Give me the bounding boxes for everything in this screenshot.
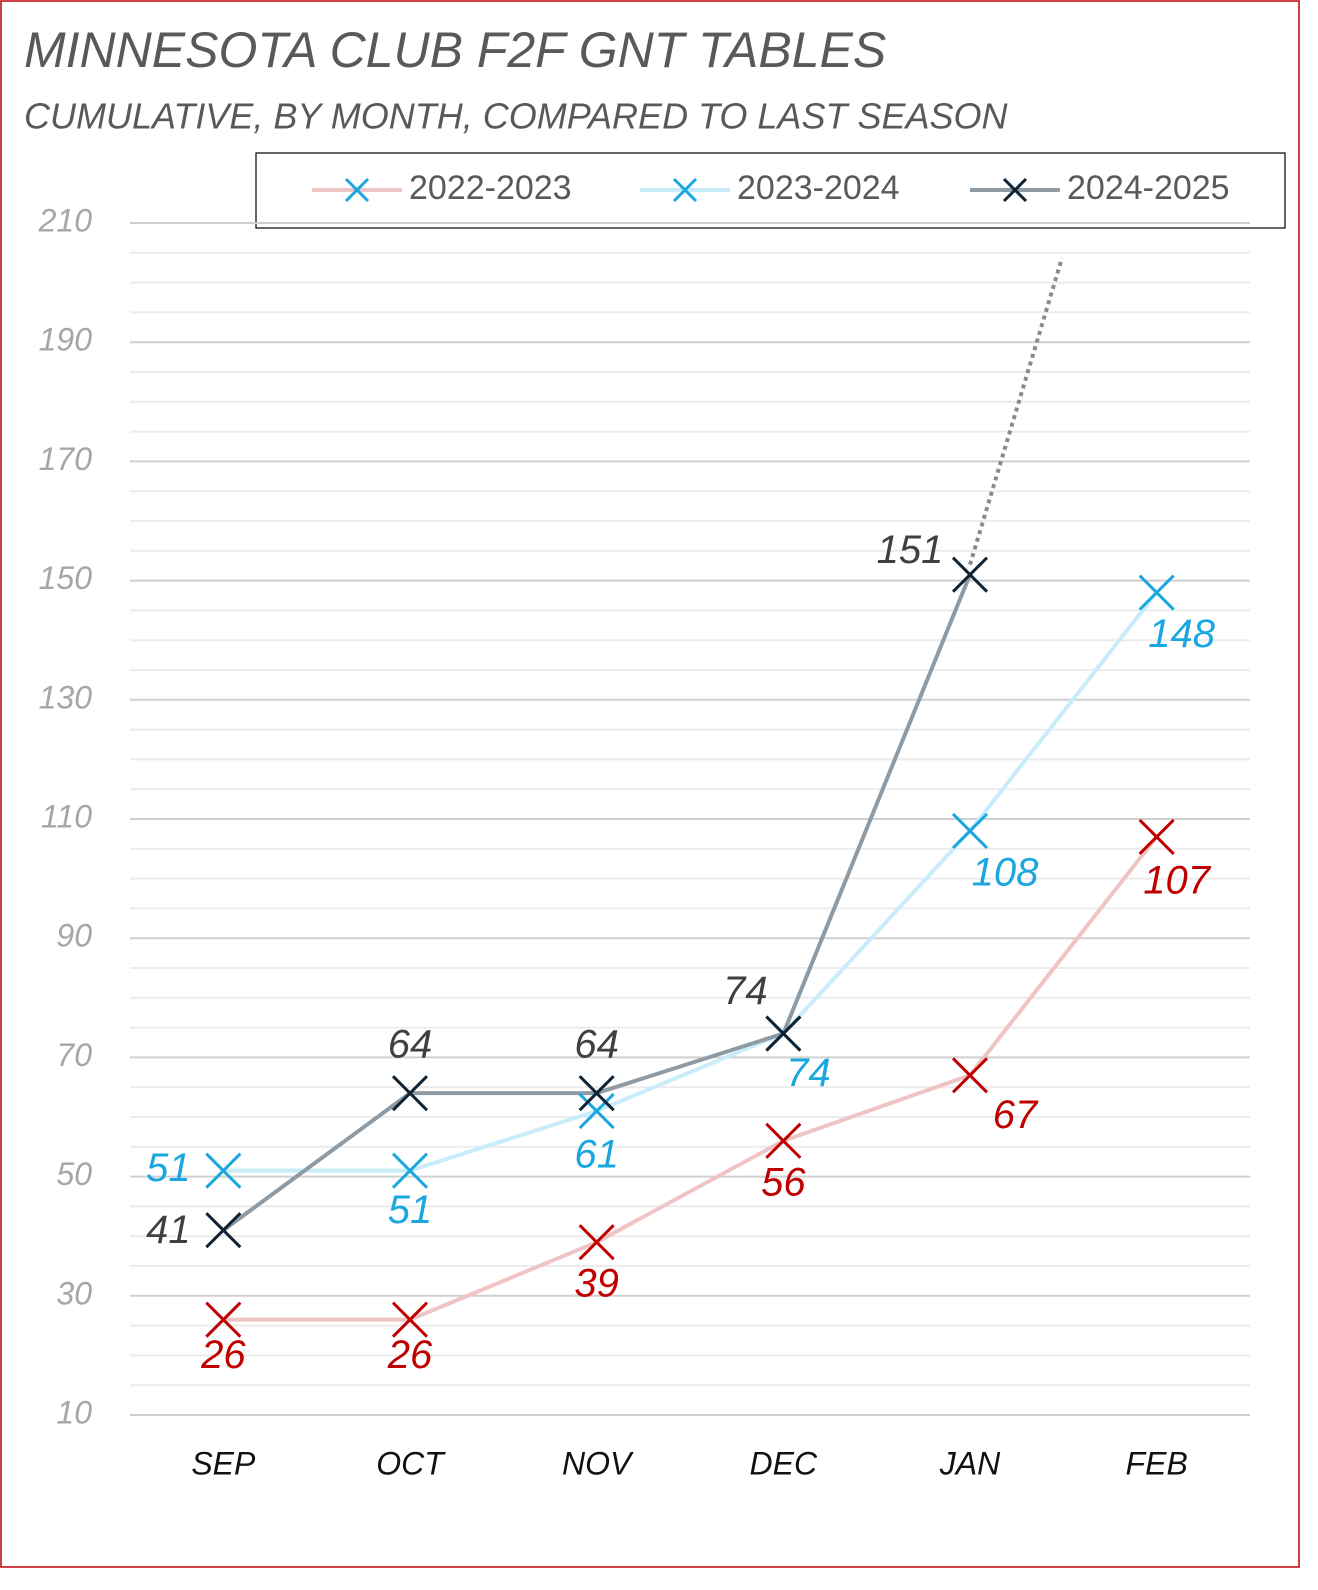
x-tick-label: NOV [562, 1445, 634, 1481]
data-marker [578, 1075, 615, 1112]
series-line [223, 835, 1159, 1322]
data-label: 26 [387, 1333, 433, 1377]
y-tick-label: 170 [39, 441, 93, 477]
legend-marker [344, 177, 370, 203]
data-marker [1138, 818, 1175, 855]
x-tick-label: FEB [1126, 1445, 1188, 1481]
data-marker [391, 1301, 429, 1338]
x-tick-label: JAN [939, 1445, 1001, 1481]
data-marker [391, 1152, 429, 1189]
x-tick-label: DEC [750, 1445, 818, 1481]
y-tick-label: 210 [38, 202, 93, 238]
x-tick-label: OCT [376, 1445, 446, 1481]
data-label: 26 [200, 1333, 246, 1377]
y-tick-label: 30 [56, 1275, 92, 1311]
data-marker [205, 1152, 242, 1189]
x-tick-label: SEP [191, 1445, 256, 1481]
data-marker [765, 1122, 802, 1159]
data-label: 74 [723, 969, 768, 1013]
data-marker [205, 1301, 242, 1338]
y-tick-label: 70 [56, 1037, 92, 1073]
legend-box [255, 152, 1286, 229]
data-marker [951, 812, 989, 849]
series-line [223, 591, 1159, 1173]
trendline [968, 257, 1064, 566]
legend-marker [1002, 177, 1028, 203]
legend-label: 2023-2024 [737, 169, 900, 207]
data-marker [765, 1015, 802, 1052]
data-marker [1138, 574, 1175, 611]
data-label: 41 [146, 1208, 191, 1252]
data-label: 151 [877, 528, 944, 572]
y-tick-label: 10 [56, 1394, 92, 1430]
data-label: 74 [786, 1051, 831, 1095]
data-marker [578, 1092, 615, 1130]
y-tick-label: 130 [39, 679, 93, 715]
legend-label: 2022-2023 [409, 169, 572, 207]
data-label: 67 [993, 1093, 1039, 1137]
data-marker [578, 1224, 615, 1261]
data-label: 51 [146, 1146, 191, 1190]
y-tick-label: 150 [39, 560, 93, 596]
legend-label: 2024-2025 [1067, 169, 1230, 207]
data-marker [951, 1057, 989, 1094]
data-label: 51 [388, 1188, 433, 1232]
data-label: 64 [574, 1023, 619, 1067]
y-tick-label: 190 [39, 322, 93, 358]
data-marker [951, 556, 989, 593]
data-label: 61 [574, 1133, 619, 1177]
legend-marker [672, 177, 698, 203]
data-label: 56 [761, 1160, 806, 1204]
y-tick-label: 90 [56, 918, 92, 954]
chart-subtitle: CUMULATIVE, BY MONTH, COMPARED TO LAST S… [24, 96, 1008, 137]
data-label: 107 [1143, 858, 1211, 902]
data-marker [391, 1075, 429, 1112]
data-label: 148 [1148, 612, 1215, 656]
data-label: 108 [972, 850, 1039, 894]
data-label: 64 [388, 1023, 433, 1067]
chart-title: MINNESOTA CLUB F2F GNT TABLES [24, 22, 886, 78]
data-marker [205, 1212, 242, 1249]
y-tick-label: 110 [41, 798, 92, 834]
data-label: 39 [574, 1262, 619, 1306]
y-tick-label: 50 [56, 1156, 92, 1192]
chart-border [0, 0, 1300, 1568]
